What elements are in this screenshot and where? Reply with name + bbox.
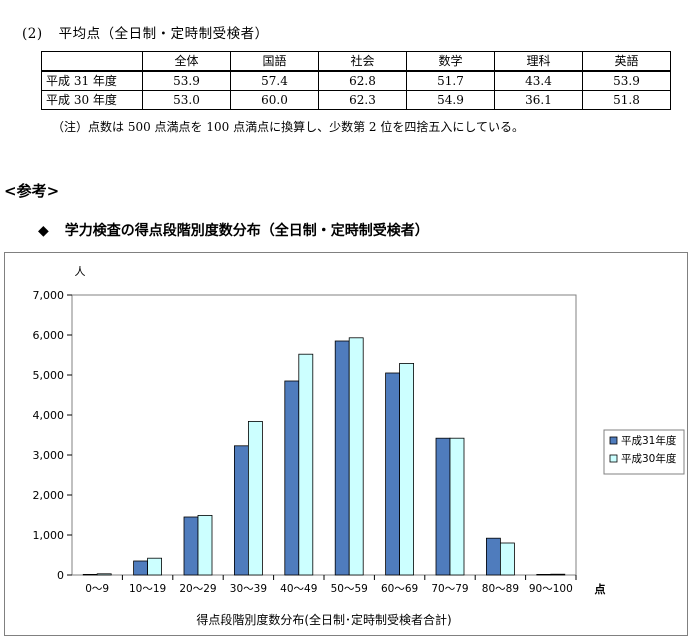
legend-swatch (609, 454, 618, 463)
y-axis-label: 人 (75, 265, 86, 278)
table-header-cell: 英語 (582, 51, 671, 72)
x-tick-label: 20～29 (179, 583, 216, 595)
table-cell: 36.1 (494, 90, 583, 110)
bar-h31 (284, 380, 300, 576)
x-tick-label: 90～100 (529, 583, 573, 595)
table-row-label: 平成 30 年度 (41, 90, 143, 110)
bar-h31 (233, 445, 249, 576)
y-tick-label: 2,000 (33, 489, 65, 502)
x-tick-label: 50～59 (331, 583, 368, 595)
bar-h30 (499, 542, 515, 576)
x-axis-label: 得点段階別度数分布(全日制･定時制受検者合計) (196, 612, 451, 627)
x-tick-label: 70～79 (431, 583, 468, 595)
chart-heading: ◆ 学力検査の得点段階別度数分布（全日制・定時制受検者） (38, 220, 429, 240)
table-cell: 51.8 (582, 90, 671, 110)
bar-h30 (550, 573, 566, 576)
y-tick-label: 5,000 (33, 369, 65, 382)
y-tick-label: 6,000 (33, 329, 65, 342)
bar-h30 (147, 557, 163, 576)
bar-h30 (298, 353, 314, 576)
plot-area (71, 294, 577, 576)
table-row: 平成 31 年度 53.9 57.4 62.8 51.7 43.4 53.9 (41, 70, 671, 91)
reference-label: <参考> (4, 182, 60, 200)
legend-swatch (609, 436, 618, 445)
legend-label: 平成31年度 (621, 434, 677, 447)
x-tick-label: 0～9 (85, 583, 109, 595)
y-tick-label: 3,000 (33, 449, 65, 462)
table-cell: 57.4 (230, 70, 319, 91)
table-cell: 53.9 (582, 70, 671, 91)
y-tick-label: 0 (57, 569, 64, 582)
legend-box (603, 429, 685, 475)
bar-h30 (399, 363, 415, 576)
bar-h31 (82, 573, 98, 576)
bar-h30 (449, 437, 465, 576)
y-tick-label: 7,000 (33, 289, 65, 302)
table-note: （注）点数は 500 点満点を 100 点満点に換算し、少数第 2 位を四捨五入… (52, 120, 524, 134)
bar-h31 (485, 537, 501, 576)
table-header-cell: 全体 (142, 51, 231, 72)
table-cell: 53.9 (142, 70, 231, 91)
bar-h30 (96, 573, 112, 576)
section-heading: (2) 平均点（全日制・定時制受検者） (22, 22, 285, 42)
table-corner-cell (41, 51, 143, 72)
table-cell: 53.0 (142, 90, 231, 110)
bar-h31 (334, 340, 350, 576)
chart-heading-text: 学力検査の得点段階別度数分布（全日制・定時制受検者） (64, 223, 429, 239)
table-cell: 60.0 (230, 90, 319, 110)
table-cell: 54.9 (406, 90, 495, 110)
table-header-cell: 理科 (494, 51, 583, 72)
table-header-row: 全体 国語 社会 数学 理科 英語 (41, 51, 671, 72)
x-tick-label: 30～39 (230, 583, 267, 595)
table-cell: 62.8 (318, 70, 407, 91)
average-score-table: 全体 国語 社会 数学 理科 英語 平成 31 年度 53.9 57.4 62.… (41, 51, 671, 110)
section-number: (2) (22, 26, 43, 42)
table-header-cell: 国語 (230, 51, 319, 72)
x-tick-label: 80～89 (482, 583, 519, 595)
x-axis-unit: 点 (595, 582, 606, 596)
frequency-distribution-chart: 0 1,000 2,000 3,000 4,000 5,000 6,000 7,000 0～9… (4, 252, 688, 636)
x-tick-label: 10～19 (129, 583, 166, 595)
y-tick-label: 1,000 (33, 529, 65, 542)
table-header-cell: 数学 (406, 51, 495, 72)
x-tick-label: 60～69 (381, 583, 418, 595)
diamond-bullet-icon: ◆ (38, 223, 49, 239)
bar-h30 (247, 420, 263, 576)
bar-h31 (133, 560, 149, 576)
table-cell: 62.3 (318, 90, 407, 110)
table-header-cell: 社会 (318, 51, 407, 72)
table-row-label: 平成 31 年度 (41, 70, 143, 91)
bar-h31 (183, 516, 199, 576)
bar-h31 (435, 437, 451, 576)
legend-label: 平成30年度 (621, 452, 677, 465)
section-title: 平均点（全日制・定時制受検者） (58, 26, 269, 42)
table-cell: 43.4 (494, 70, 583, 91)
table-cell: 51.7 (406, 70, 495, 91)
bar-h31 (536, 573, 552, 576)
bar-h30 (197, 514, 213, 576)
bar-h31 (385, 372, 401, 576)
table-row: 平成 30 年度 53.0 60.0 62.3 54.9 36.1 51.8 (41, 90, 671, 110)
y-tick-label: 4,000 (33, 409, 65, 422)
x-tick-label: 40～49 (280, 583, 317, 595)
bar-h30 (348, 337, 364, 576)
